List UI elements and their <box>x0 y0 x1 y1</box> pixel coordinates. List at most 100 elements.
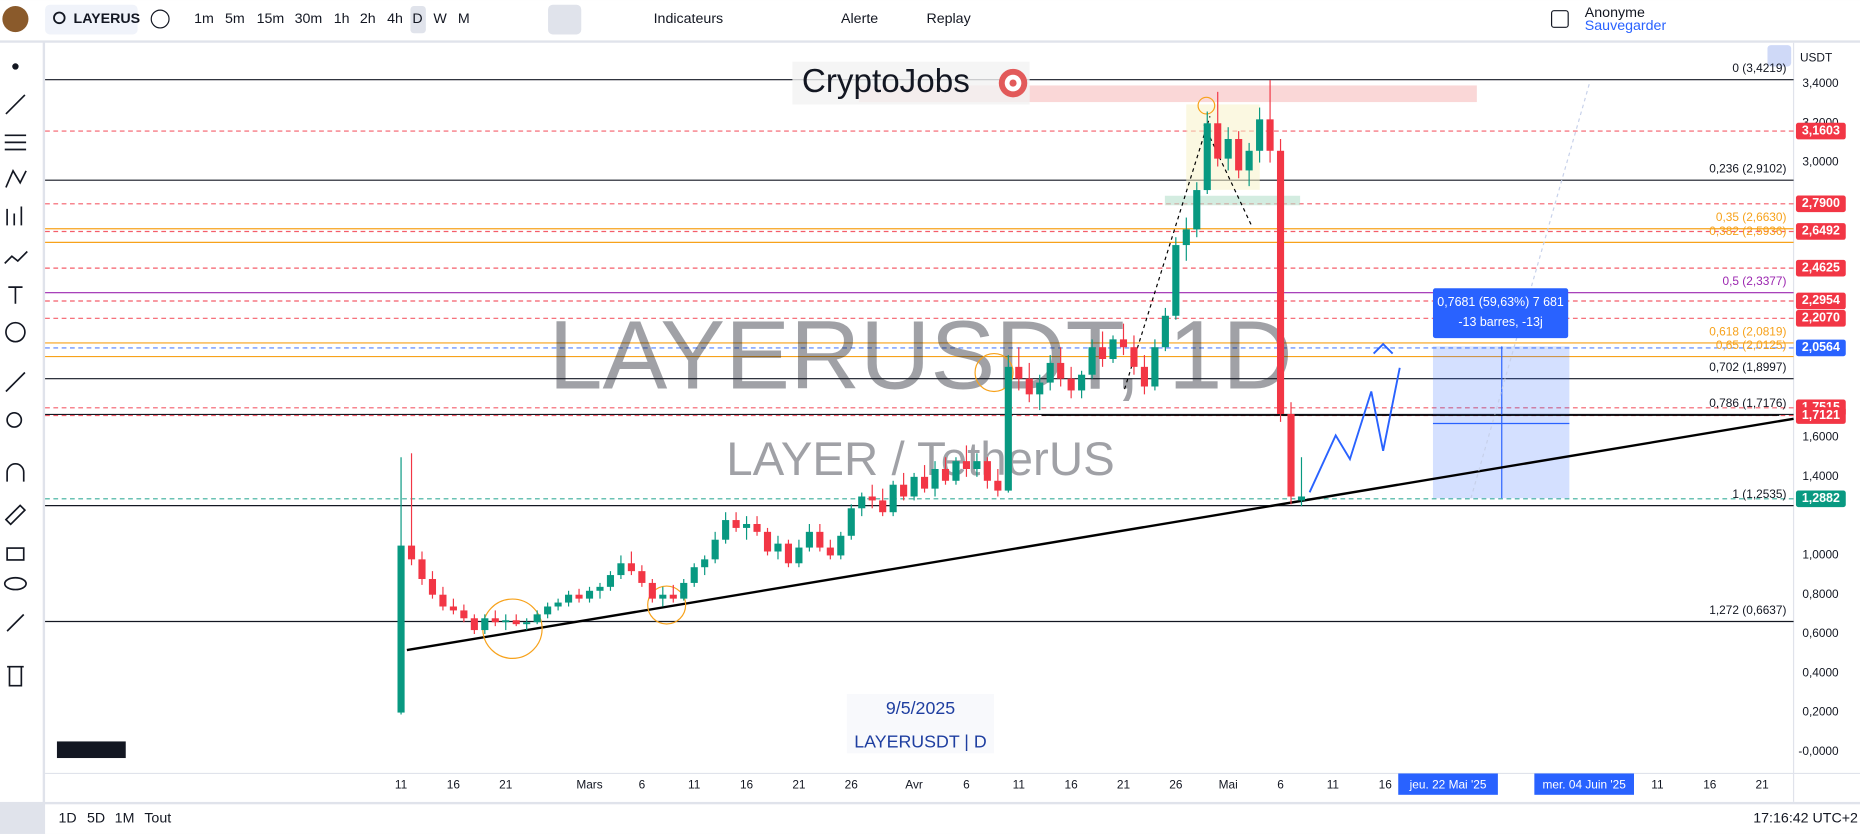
toolbar-item[interactable]: 30m <box>295 11 323 27</box>
x-tick-label: mer. 04 Juin '25 <box>1542 777 1626 791</box>
toolbar-item[interactable]: 5m <box>225 11 245 27</box>
checkbox[interactable] <box>1550 10 1569 28</box>
toolbar-item[interactable]: M <box>458 11 470 27</box>
y-tick-label: 1,4000 <box>1802 469 1839 483</box>
price-tag <box>1795 407 1846 424</box>
candle-body <box>900 484 908 497</box>
logo-target-center <box>1009 79 1017 87</box>
tool-link[interactable] <box>6 613 25 632</box>
candle-body <box>470 618 478 631</box>
x-tick-label: 21 <box>499 777 513 791</box>
candle-body <box>1078 374 1086 391</box>
candle-type[interactable] <box>548 4 582 35</box>
toolbar-item[interactable]: 1m <box>194 11 214 27</box>
tool-zoom[interactable] <box>6 412 23 428</box>
candle-body <box>1025 378 1033 395</box>
price-tag <box>1795 122 1846 140</box>
candle-body <box>533 614 541 623</box>
symbol-search[interactable] <box>45 4 138 35</box>
candle-body <box>858 496 866 509</box>
tv-logo <box>56 741 126 759</box>
toolbar-item[interactable]: D <box>412 11 422 27</box>
toolbar-item[interactable]: Indicateurs <box>654 11 724 27</box>
circle-marker <box>974 352 1014 393</box>
watermark-name: LAYER / TetherUS <box>726 433 1114 486</box>
candle-body <box>512 620 520 625</box>
candle-body <box>889 484 897 513</box>
tool-lock-draw[interactable] <box>4 504 27 526</box>
candle-body <box>627 563 635 572</box>
measure-label <box>1432 288 1569 339</box>
circle-marker <box>1197 96 1216 115</box>
measure-text: -13 barres, -13j <box>1458 315 1542 329</box>
candle-body <box>1214 123 1222 159</box>
y-tick-label: 0,2000 <box>1802 705 1839 719</box>
toolbar-item[interactable]: 1M <box>115 810 135 826</box>
toolbar-item[interactable]: Tout <box>144 810 171 826</box>
lock-button[interactable] <box>1767 45 1792 67</box>
fib-label: 1,272 (0,6637) <box>1709 603 1786 617</box>
tool-channel[interactable] <box>4 134 27 151</box>
price-tag <box>1795 490 1846 508</box>
candle-body <box>1235 138 1243 171</box>
toolbar-item[interactable]: 15m <box>257 11 285 27</box>
x-tick-label: jeu. 22 Mai '25 <box>1409 777 1487 791</box>
chart-panel <box>45 42 1860 802</box>
bottom-bar <box>45 804 1860 834</box>
y-tick-label: 3,0000 <box>1802 155 1839 169</box>
tool-lock[interactable] <box>6 547 25 561</box>
tool-cursor[interactable] <box>12 63 19 70</box>
active-interval <box>410 5 426 34</box>
toolbar-item[interactable]: Replay <box>926 11 971 27</box>
add-compare[interactable] <box>150 9 170 29</box>
toolbar-item[interactable]: Anonyme <box>1585 5 1645 21</box>
symbol-note: LAYERUSDT | D <box>854 731 986 751</box>
candle-body <box>1057 362 1065 379</box>
toolbar-item[interactable]: Sauvegarder <box>1585 18 1667 34</box>
price-tag-label: 1,7121 <box>1802 408 1840 422</box>
candle-body <box>1004 366 1012 491</box>
y-tick-label: 3,4000 <box>1802 76 1839 90</box>
toolbar-item[interactable]: 1D <box>59 810 77 826</box>
currency[interactable]: USDT <box>1800 50 1832 64</box>
tool-fib[interactable] <box>6 206 23 226</box>
tool-trash[interactable] <box>7 665 24 687</box>
price-tag <box>1795 259 1846 277</box>
candle-body <box>428 578 437 595</box>
candle-body <box>596 586 604 591</box>
candle-body <box>449 606 457 611</box>
tool-projection[interactable] <box>4 250 28 264</box>
fib-label: 0,5 (2,3377) <box>1723 274 1787 288</box>
y-tick-label: 0,4000 <box>1802 665 1839 679</box>
toolbar-item[interactable]: W <box>433 11 447 27</box>
tool-line[interactable] <box>5 94 26 115</box>
toolbar-item[interactable]: 1h <box>334 11 350 27</box>
toolbar-item[interactable]: LAYERUS <box>74 11 141 27</box>
y-tick-label: 0,6000 <box>1802 626 1839 640</box>
candle-body <box>1140 366 1148 387</box>
candle-body <box>481 618 489 631</box>
candle-body <box>1203 123 1211 191</box>
toolbar-item[interactable]: Alerte <box>841 11 878 27</box>
candle-body <box>1067 378 1075 391</box>
candle-body <box>1130 347 1138 367</box>
tool-eye[interactable] <box>3 576 27 591</box>
tool-pattern[interactable] <box>5 169 27 188</box>
tool-magnet[interactable] <box>6 463 25 482</box>
price-tag-label: 2,4625 <box>1802 260 1840 274</box>
toolbar-item[interactable]: 2h <box>360 11 376 27</box>
toolbar-item[interactable]: 4h <box>387 11 403 27</box>
avatar[interactable] <box>2 5 29 33</box>
fib-label: 0,236 (2,9102) <box>1709 162 1786 176</box>
search-icon <box>53 11 66 25</box>
tool-emoji[interactable] <box>5 321 26 343</box>
candle-body <box>973 461 981 469</box>
tool-measure[interactable] <box>5 371 26 393</box>
candle-body <box>1046 362 1054 383</box>
tool-text[interactable] <box>8 286 23 304</box>
candle-body <box>1036 382 1044 395</box>
toolbar-item[interactable]: 5D <box>87 810 105 826</box>
candle-body <box>743 523 751 528</box>
candle-body <box>722 520 730 540</box>
candle-body <box>1151 347 1159 387</box>
